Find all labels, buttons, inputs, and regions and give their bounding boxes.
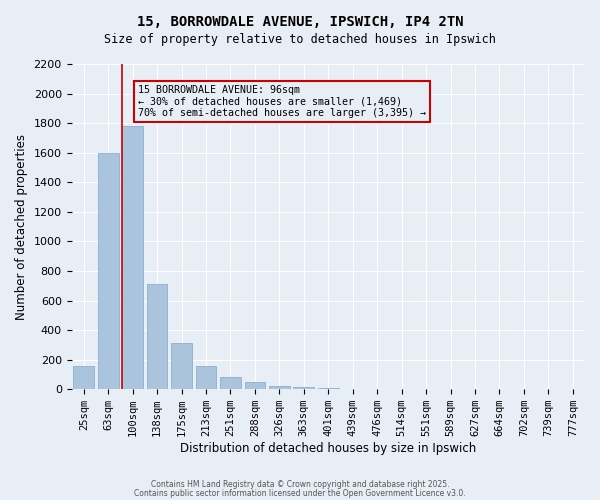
- Bar: [98, 152, 119, 389]
- Bar: [318, 388, 338, 389]
- Bar: [220, 378, 241, 389]
- Text: 15, BORROWDALE AVENUE, IPSWICH, IP4 2TN: 15, BORROWDALE AVENUE, IPSWICH, IP4 2TN: [137, 15, 463, 29]
- Text: Contains public sector information licensed under the Open Government Licence v3: Contains public sector information licen…: [134, 488, 466, 498]
- Bar: [293, 387, 314, 389]
- Bar: [171, 344, 192, 389]
- Text: Contains HM Land Registry data © Crown copyright and database right 2025.: Contains HM Land Registry data © Crown c…: [151, 480, 449, 489]
- Bar: [122, 126, 143, 389]
- Bar: [269, 386, 290, 389]
- Y-axis label: Number of detached properties: Number of detached properties: [15, 134, 28, 320]
- Text: 15 BORROWDALE AVENUE: 96sqm
← 30% of detached houses are smaller (1,469)
70% of : 15 BORROWDALE AVENUE: 96sqm ← 30% of det…: [138, 85, 426, 118]
- Text: Size of property relative to detached houses in Ipswich: Size of property relative to detached ho…: [104, 32, 496, 46]
- Bar: [147, 284, 167, 389]
- X-axis label: Distribution of detached houses by size in Ipswich: Distribution of detached houses by size …: [180, 442, 476, 455]
- Bar: [73, 366, 94, 389]
- Bar: [196, 366, 217, 389]
- Bar: [245, 382, 265, 389]
